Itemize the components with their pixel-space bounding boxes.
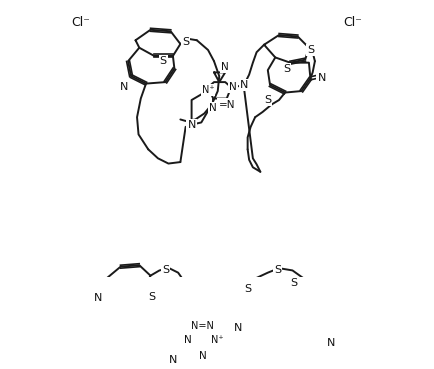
Text: N: N (327, 338, 335, 348)
Text: S: S (160, 56, 167, 66)
Text: N: N (234, 323, 242, 333)
Text: Cl⁻: Cl⁻ (343, 16, 362, 29)
Text: N: N (229, 82, 237, 92)
Text: N: N (240, 80, 248, 90)
Text: N: N (184, 335, 192, 345)
Text: N⁺: N⁺ (211, 335, 224, 345)
Text: N: N (120, 82, 128, 92)
Text: N: N (221, 62, 229, 72)
Text: S: S (182, 38, 189, 48)
Text: S: S (307, 45, 314, 55)
Text: S: S (264, 95, 271, 105)
Text: S: S (290, 278, 298, 288)
Text: N: N (209, 103, 217, 113)
Text: N: N (169, 355, 177, 365)
Text: N: N (187, 120, 196, 130)
Text: S: S (283, 63, 290, 74)
Text: N: N (94, 293, 102, 303)
Text: S: S (162, 265, 169, 275)
Text: =N: =N (218, 100, 235, 110)
Text: N=N: N=N (191, 321, 214, 331)
Text: N⁺: N⁺ (202, 85, 214, 94)
Text: Cl⁻: Cl⁻ (72, 16, 90, 29)
Text: S: S (274, 265, 281, 275)
Text: N: N (317, 73, 326, 83)
Text: S: S (244, 284, 251, 294)
Text: N: N (199, 351, 207, 361)
Text: S: S (148, 292, 155, 301)
